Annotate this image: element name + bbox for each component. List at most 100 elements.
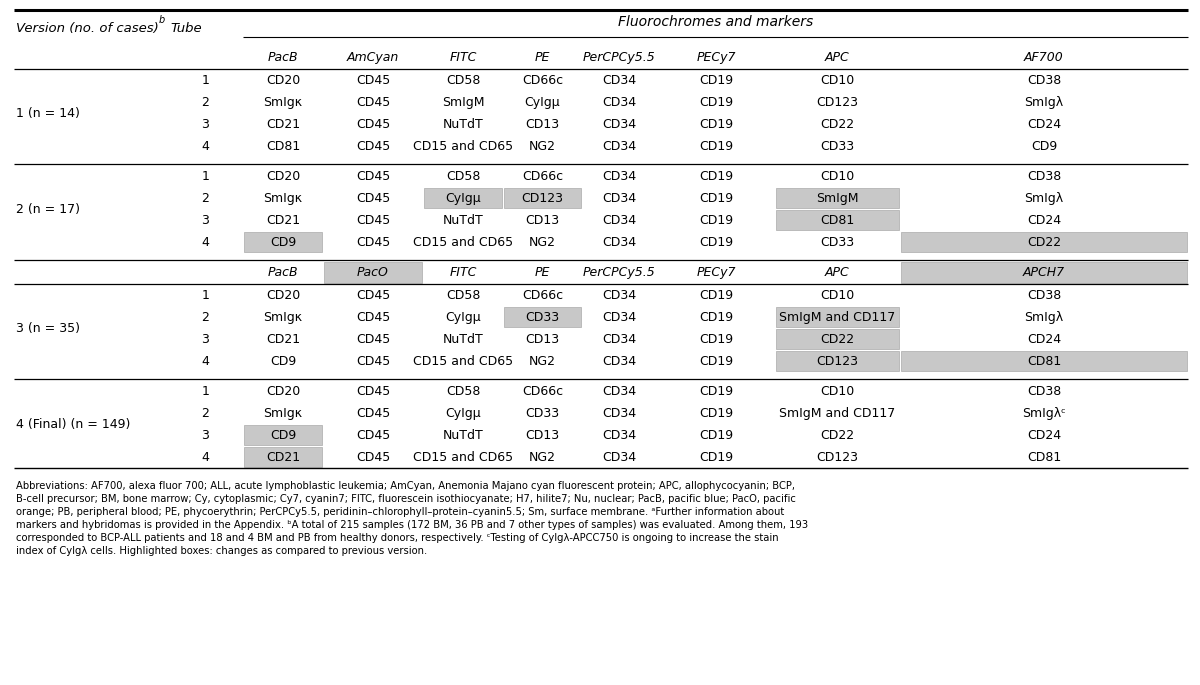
- Text: Version (no. of cases): Version (no. of cases): [16, 21, 158, 34]
- Text: CD9: CD9: [1031, 140, 1057, 153]
- Text: CD34: CD34: [602, 406, 636, 419]
- Text: SmIgλ: SmIgλ: [1025, 95, 1063, 108]
- Text: CD81: CD81: [266, 140, 300, 153]
- Text: CD45: CD45: [356, 332, 390, 345]
- Text: SmIgM and CD117: SmIgM and CD117: [779, 406, 895, 419]
- Text: CD21: CD21: [266, 332, 300, 345]
- Bar: [901, 262, 1187, 283]
- Text: CD19: CD19: [698, 406, 733, 419]
- Text: CD10: CD10: [821, 169, 854, 182]
- Text: CD21: CD21: [266, 214, 300, 227]
- Text: b: b: [158, 15, 166, 25]
- Text: CD13: CD13: [526, 118, 559, 131]
- Text: 4: 4: [202, 355, 210, 367]
- Text: APCH7: APCH7: [1022, 266, 1066, 279]
- Text: NG2: NG2: [529, 140, 556, 153]
- Bar: [776, 329, 899, 349]
- Text: NuTdT: NuTdT: [443, 214, 484, 227]
- Text: 4: 4: [202, 451, 210, 464]
- Text: CD45: CD45: [356, 355, 390, 367]
- Text: CD19: CD19: [698, 384, 733, 397]
- Text: SmIgM: SmIgM: [816, 192, 859, 205]
- Text: PECy7: PECy7: [696, 266, 736, 279]
- Text: NG2: NG2: [529, 236, 556, 249]
- Text: CyIgμ: CyIgμ: [524, 95, 560, 108]
- Text: APC: APC: [826, 51, 850, 64]
- Text: corresponded to BCP-ALL patients and 18 and 4 BM and PB from healthy donors, res: corresponded to BCP-ALL patients and 18 …: [16, 533, 779, 543]
- Text: CD34: CD34: [602, 451, 636, 464]
- Text: CD34: CD34: [602, 95, 636, 108]
- Text: SmIgκ: SmIgκ: [264, 406, 302, 419]
- Text: CD58: CD58: [446, 73, 480, 86]
- Bar: [244, 425, 322, 445]
- Text: CD19: CD19: [698, 140, 733, 153]
- Text: CD123: CD123: [816, 95, 858, 108]
- Text: CyIgμ: CyIgμ: [445, 192, 481, 205]
- Text: SmIgλᶜ: SmIgλᶜ: [1022, 406, 1066, 419]
- Text: CyIgμ: CyIgμ: [445, 406, 481, 419]
- Text: CD24: CD24: [1027, 429, 1061, 442]
- Text: PE: PE: [535, 51, 550, 64]
- Text: CD19: CD19: [698, 214, 733, 227]
- Text: CD34: CD34: [602, 192, 636, 205]
- Text: PacB: PacB: [268, 266, 299, 279]
- Text: CD45: CD45: [356, 140, 390, 153]
- Text: CD10: CD10: [821, 384, 854, 397]
- Text: CD19: CD19: [698, 429, 733, 442]
- Text: APC: APC: [826, 266, 850, 279]
- Text: CD34: CD34: [602, 384, 636, 397]
- Text: CD15 and CD65: CD15 and CD65: [413, 355, 514, 367]
- Text: 1: 1: [202, 288, 210, 301]
- Text: CD34: CD34: [602, 429, 636, 442]
- Text: CD13: CD13: [526, 332, 559, 345]
- Text: CD15 and CD65: CD15 and CD65: [413, 236, 514, 249]
- Text: Tube: Tube: [170, 21, 202, 34]
- Text: PE: PE: [535, 266, 550, 279]
- Text: CD34: CD34: [602, 73, 636, 86]
- Text: CD19: CD19: [698, 236, 733, 249]
- Text: PacB: PacB: [268, 51, 299, 64]
- Text: CD19: CD19: [698, 95, 733, 108]
- Text: CD19: CD19: [698, 192, 733, 205]
- Text: 2: 2: [202, 310, 210, 323]
- Text: CD34: CD34: [602, 310, 636, 323]
- Text: CD13: CD13: [526, 214, 559, 227]
- Bar: [776, 307, 899, 327]
- Text: CD13: CD13: [526, 429, 559, 442]
- Text: NuTdT: NuTdT: [443, 118, 484, 131]
- Text: CD123: CD123: [522, 192, 564, 205]
- Text: CD34: CD34: [602, 214, 636, 227]
- Text: CD66c: CD66c: [522, 169, 563, 182]
- Text: 1: 1: [202, 73, 210, 86]
- Text: CD45: CD45: [356, 214, 390, 227]
- Text: CD81: CD81: [821, 214, 854, 227]
- Text: CD21: CD21: [266, 451, 300, 464]
- Text: CD81: CD81: [1027, 355, 1061, 367]
- Bar: [504, 188, 581, 208]
- Text: CD33: CD33: [526, 310, 559, 323]
- Bar: [776, 351, 899, 371]
- Text: NG2: NG2: [529, 451, 556, 464]
- Text: NG2: NG2: [529, 355, 556, 367]
- Text: PECy7: PECy7: [696, 51, 736, 64]
- Text: orange; PB, peripheral blood; PE, phycoerythrin; PerCPCy5.5, peridinin–chlorophy: orange; PB, peripheral blood; PE, phycoe…: [16, 507, 785, 517]
- Text: SmIgκ: SmIgκ: [264, 95, 302, 108]
- Text: FITC: FITC: [449, 51, 476, 64]
- Bar: [776, 188, 899, 208]
- Text: 3: 3: [202, 429, 210, 442]
- Text: SmIgλ: SmIgλ: [1025, 310, 1063, 323]
- Text: CD81: CD81: [1027, 451, 1061, 464]
- Text: 4: 4: [202, 236, 210, 249]
- Text: CD19: CD19: [698, 451, 733, 464]
- Text: CD9: CD9: [270, 236, 296, 249]
- Text: NuTdT: NuTdT: [443, 429, 484, 442]
- Text: CD19: CD19: [698, 169, 733, 182]
- Text: AF700: AF700: [1024, 51, 1064, 64]
- Text: CD24: CD24: [1027, 332, 1061, 345]
- Text: CD123: CD123: [816, 451, 858, 464]
- Text: CD24: CD24: [1027, 214, 1061, 227]
- Text: 3: 3: [202, 214, 210, 227]
- Text: 2 (n = 17): 2 (n = 17): [16, 203, 80, 216]
- Text: 4: 4: [202, 140, 210, 153]
- Text: CD22: CD22: [821, 429, 854, 442]
